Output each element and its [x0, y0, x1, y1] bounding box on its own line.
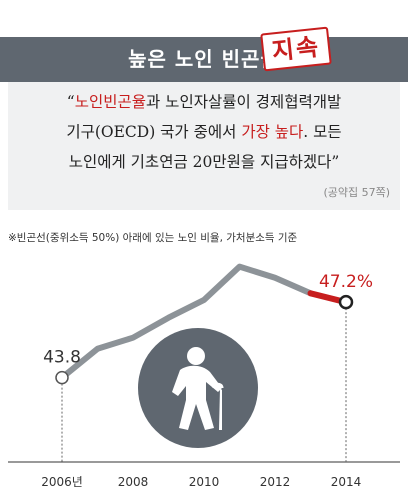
- chart-note: ※빈곤선(중위소득 50%) 아래에 있는 노인 비율, 가처분소득 기준: [8, 232, 298, 244]
- quote-source: (공약집 57쪽): [323, 186, 390, 199]
- x-tick-label-3: 2012: [260, 475, 291, 489]
- header-bar: 높은 노인 빈곤율: [0, 37, 408, 82]
- data-point-marker-1: [338, 294, 354, 310]
- x-tick-label-4: 2014: [331, 475, 362, 489]
- quote-highlight-poverty: 노인빈곤율: [74, 93, 146, 111]
- x-tick-label-1: 2008: [118, 475, 149, 489]
- quote-line-2: 기구(OECD) 국가 중에서 가장 높다. 모든: [8, 120, 400, 142]
- quote-line-2-start: 기구(OECD) 국가 중에서: [66, 123, 242, 141]
- quote-line-1-rest: 과 노인자살률이 경제협력개발: [146, 93, 342, 111]
- data-label-1: 47.2%: [319, 272, 373, 292]
- series-line: [59, 263, 314, 381]
- data-label-0: 43.8: [43, 348, 81, 368]
- quote-line-2-end: . 모든: [303, 123, 342, 141]
- quote-box: “노인빈곤율과 노인자살률이 경제협력개발 기구(OECD) 국가 중에서 가장…: [8, 82, 400, 210]
- chart-layer: 43.8 47.2% 2006년 2008 2010 2012 2014: [41, 263, 373, 489]
- quote-highlight-highest: 가장 높다: [241, 123, 304, 141]
- data-point-marker-0: [55, 370, 69, 385]
- quote-line-3: 노인에게 기초연금 20만원을 지급하겠다”: [68, 153, 340, 171]
- header-title: 높은 노인 빈곤율: [128, 47, 280, 71]
- quote-open-mark: “: [66, 93, 75, 111]
- x-tick-label-0: 2006년: [41, 475, 83, 489]
- x-tick-label-2: 2010: [189, 475, 220, 489]
- quote-line-1: “노인빈곤율과 노인자살률이 경제협력개발: [8, 90, 400, 112]
- elderly-person-with-cane-icon: [138, 328, 258, 448]
